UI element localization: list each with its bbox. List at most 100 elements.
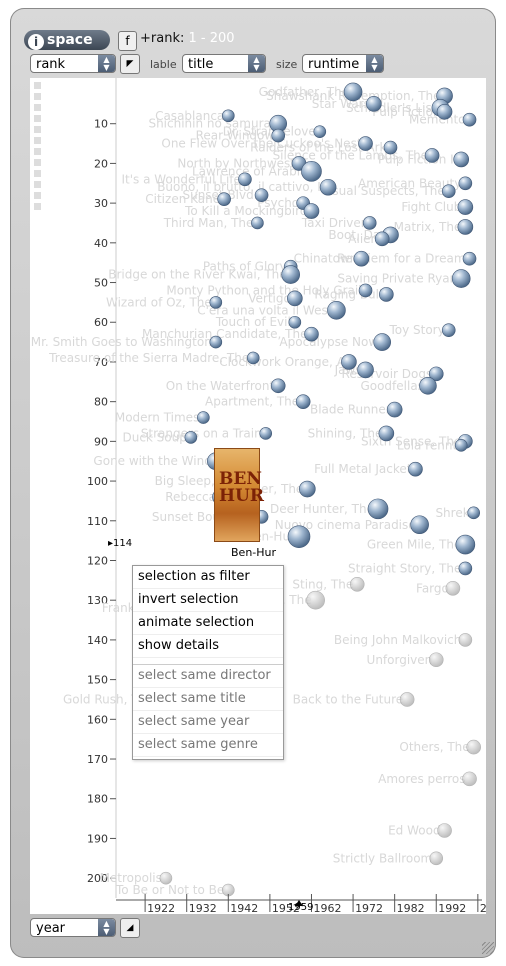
- data-point[interactable]: [357, 361, 374, 379]
- data-point[interactable]: [445, 580, 461, 596]
- data-point[interactable]: [451, 269, 471, 288]
- label-select-value: title: [188, 57, 214, 72]
- data-point[interactable]: [295, 394, 311, 409]
- data-point[interactable]: [466, 739, 481, 755]
- data-point[interactable]: [374, 231, 390, 247]
- data-point[interactable]: [419, 376, 437, 395]
- data-point[interactable]: [327, 301, 346, 320]
- menu-select-same-genre[interactable]: select same genre: [133, 734, 283, 757]
- data-point[interactable]: [429, 851, 444, 866]
- data-point[interactable]: [159, 871, 173, 885]
- data-point[interactable]: [453, 151, 470, 168]
- data-point[interactable]: [341, 354, 357, 370]
- data-point[interactable]: [399, 692, 415, 707]
- data-point[interactable]: [281, 265, 300, 284]
- data-point[interactable]: [455, 534, 476, 555]
- data-point[interactable]: [367, 498, 389, 520]
- y-axis-select[interactable]: rank ▲ ▼: [30, 54, 116, 73]
- data-point[interactable]: [313, 125, 327, 138]
- data-point[interactable]: [458, 176, 473, 191]
- data-point[interactable]: [457, 199, 474, 215]
- resize-grip-icon[interactable]: [482, 942, 494, 954]
- data-point[interactable]: [304, 326, 319, 342]
- point-label: Toy Story: [388, 323, 444, 337]
- data-point[interactable]: [197, 411, 210, 424]
- scroll-marker: [34, 203, 41, 210]
- data-point[interactable]: [441, 184, 456, 199]
- data-point[interactable]: [362, 216, 377, 230]
- menu-select-same-year[interactable]: select same year: [133, 711, 283, 734]
- data-point[interactable]: [358, 283, 373, 298]
- app-logo[interactable]: i space: [24, 30, 110, 50]
- data-point[interactable]: [458, 633, 473, 647]
- data-point[interactable]: [184, 431, 198, 444]
- menu-show-details[interactable]: show details: [133, 635, 283, 658]
- data-point[interactable]: [270, 378, 286, 394]
- point-label: One Flew Over the Cuckoo's Nest: [161, 137, 361, 151]
- data-point[interactable]: [217, 192, 231, 206]
- data-point[interactable]: [462, 771, 477, 787]
- data-point[interactable]: [408, 461, 423, 477]
- label-select[interactable]: title ▲ ▼: [182, 54, 266, 73]
- data-point[interactable]: [457, 219, 474, 235]
- flip-x-button[interactable]: ◢: [120, 918, 140, 938]
- data-point[interactable]: [454, 439, 468, 452]
- scroll-marker: [34, 192, 41, 199]
- data-point[interactable]: [303, 203, 320, 219]
- movie-poster[interactable]: BEN HUR: [214, 448, 264, 542]
- flip-y-button[interactable]: ◤: [120, 54, 140, 74]
- menu-animate-selection[interactable]: animate selection: [133, 612, 283, 635]
- scatter-plot[interactable]: 10 20 30 40 50 60 70 80 90 100 110 120 130 140 150 160 1…: [30, 78, 486, 914]
- data-point[interactable]: [441, 323, 456, 337]
- data-point[interactable]: [319, 178, 337, 196]
- scroll-marker: [34, 104, 41, 111]
- data-point[interactable]: [251, 216, 264, 230]
- data-point[interactable]: [383, 140, 398, 155]
- data-point[interactable]: [238, 172, 252, 187]
- data-point[interactable]: [462, 251, 477, 266]
- data-point[interactable]: [386, 401, 403, 418]
- data-point[interactable]: [424, 148, 440, 163]
- data-point[interactable]: [271, 128, 286, 143]
- point-label: Monty Python and the Holy Grail: [166, 283, 361, 297]
- data-point[interactable]: [254, 188, 269, 202]
- data-point[interactable]: [379, 287, 394, 302]
- point-label: Deer Hunter, The: [270, 502, 374, 516]
- data-point[interactable]: [373, 333, 391, 351]
- data-point[interactable]: [467, 506, 480, 520]
- x-axis-select[interactable]: year ▲ ▼: [30, 918, 116, 937]
- data-point[interactable]: [209, 335, 223, 349]
- data-point[interactable]: [301, 161, 322, 182]
- data-point[interactable]: [358, 136, 373, 151]
- data-point[interactable]: [287, 290, 303, 307]
- data-point[interactable]: [436, 103, 453, 120]
- data-point[interactable]: [288, 315, 302, 329]
- data-point[interactable]: [353, 250, 370, 267]
- data-point[interactable]: [221, 109, 235, 123]
- data-point[interactable]: [462, 112, 477, 127]
- data-point[interactable]: [306, 590, 325, 610]
- y-tick-label: 160: [87, 713, 108, 726]
- data-point[interactable]: [246, 351, 260, 365]
- data-point[interactable]: [410, 515, 429, 535]
- menu-select-same-title[interactable]: select same title: [133, 688, 283, 711]
- data-point[interactable]: [437, 823, 452, 838]
- data-point[interactable]: [209, 296, 223, 309]
- point-label: Fight Club: [401, 200, 461, 214]
- data-point[interactable]: [343, 82, 363, 102]
- data-point[interactable]: [366, 96, 382, 112]
- scroll-marker: [34, 82, 41, 89]
- data-point[interactable]: [458, 561, 473, 576]
- menu-invert-selection[interactable]: invert selection: [133, 589, 283, 612]
- size-select[interactable]: runtime ▲ ▼: [302, 54, 384, 73]
- data-point[interactable]: [287, 525, 311, 548]
- data-point[interactable]: [259, 427, 273, 440]
- data-point[interactable]: [428, 652, 444, 668]
- filter-button[interactable]: f: [118, 31, 137, 51]
- menu-select-same-director[interactable]: select same director: [133, 665, 283, 688]
- data-point[interactable]: [428, 366, 444, 382]
- data-point[interactable]: [378, 425, 395, 442]
- menu-selection-as-filter[interactable]: selection as filter: [133, 566, 283, 589]
- data-point[interactable]: [299, 480, 316, 498]
- data-point[interactable]: [349, 577, 365, 592]
